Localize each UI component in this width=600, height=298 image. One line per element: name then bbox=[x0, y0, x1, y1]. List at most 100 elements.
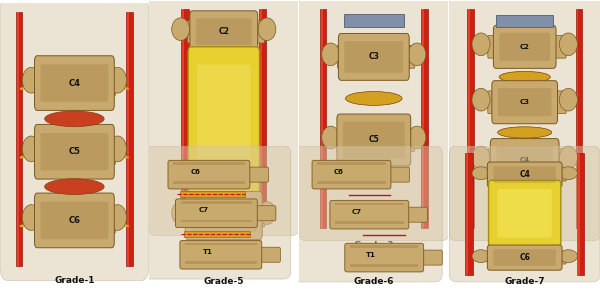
Ellipse shape bbox=[408, 43, 426, 66]
Ellipse shape bbox=[258, 202, 276, 224]
FancyBboxPatch shape bbox=[187, 204, 199, 227]
Bar bbox=[421, 9, 428, 228]
Ellipse shape bbox=[472, 167, 490, 180]
Text: C2: C2 bbox=[218, 27, 229, 36]
Bar bbox=[344, 14, 404, 27]
Bar bbox=[320, 9, 326, 228]
FancyBboxPatch shape bbox=[0, 0, 149, 280]
FancyBboxPatch shape bbox=[245, 167, 268, 182]
Text: T1: T1 bbox=[203, 249, 213, 255]
FancyBboxPatch shape bbox=[449, 146, 600, 282]
FancyBboxPatch shape bbox=[488, 180, 561, 246]
Text: C5: C5 bbox=[368, 136, 379, 145]
FancyBboxPatch shape bbox=[175, 199, 257, 228]
Bar bbox=[468, 9, 470, 228]
Text: C2: C2 bbox=[520, 44, 530, 50]
Bar bbox=[180, 191, 245, 197]
Ellipse shape bbox=[258, 18, 276, 41]
Ellipse shape bbox=[322, 126, 340, 149]
FancyBboxPatch shape bbox=[103, 70, 115, 96]
Bar bbox=[173, 181, 245, 184]
FancyBboxPatch shape bbox=[488, 149, 500, 171]
Bar bbox=[181, 9, 189, 223]
FancyBboxPatch shape bbox=[488, 168, 500, 181]
FancyBboxPatch shape bbox=[554, 35, 566, 58]
Text: C4: C4 bbox=[519, 170, 530, 179]
Bar bbox=[577, 153, 584, 275]
Ellipse shape bbox=[559, 33, 577, 56]
Bar bbox=[577, 9, 578, 228]
Ellipse shape bbox=[44, 111, 104, 127]
Text: Grade-3: Grade-3 bbox=[353, 241, 394, 250]
FancyBboxPatch shape bbox=[188, 47, 260, 198]
FancyBboxPatch shape bbox=[191, 199, 256, 232]
Text: C4: C4 bbox=[520, 157, 530, 163]
FancyBboxPatch shape bbox=[290, 146, 442, 282]
FancyBboxPatch shape bbox=[185, 192, 262, 240]
Text: T1: T1 bbox=[367, 252, 376, 258]
Bar bbox=[260, 9, 262, 223]
FancyBboxPatch shape bbox=[38, 70, 50, 96]
FancyBboxPatch shape bbox=[148, 0, 299, 236]
Bar bbox=[173, 162, 245, 165]
FancyBboxPatch shape bbox=[554, 168, 566, 181]
Bar bbox=[259, 9, 266, 223]
FancyBboxPatch shape bbox=[190, 11, 258, 53]
Text: C5: C5 bbox=[218, 211, 229, 220]
Bar bbox=[350, 246, 418, 248]
FancyBboxPatch shape bbox=[344, 41, 403, 73]
Bar bbox=[185, 261, 257, 264]
Bar bbox=[317, 162, 386, 165]
FancyBboxPatch shape bbox=[404, 207, 427, 222]
Text: C6: C6 bbox=[519, 253, 530, 262]
FancyBboxPatch shape bbox=[488, 91, 500, 114]
Bar bbox=[496, 15, 553, 27]
Bar bbox=[317, 181, 386, 184]
FancyBboxPatch shape bbox=[448, 0, 600, 241]
FancyBboxPatch shape bbox=[497, 189, 552, 238]
Ellipse shape bbox=[109, 136, 127, 162]
FancyBboxPatch shape bbox=[38, 139, 50, 164]
Ellipse shape bbox=[559, 250, 577, 263]
FancyBboxPatch shape bbox=[345, 243, 424, 272]
Ellipse shape bbox=[22, 136, 40, 162]
FancyBboxPatch shape bbox=[337, 46, 349, 68]
FancyBboxPatch shape bbox=[554, 251, 566, 264]
Text: C4: C4 bbox=[68, 79, 80, 88]
FancyBboxPatch shape bbox=[487, 162, 562, 187]
Text: Grade-7: Grade-7 bbox=[505, 277, 545, 286]
Ellipse shape bbox=[172, 18, 190, 41]
Text: C3: C3 bbox=[368, 52, 379, 61]
FancyBboxPatch shape bbox=[554, 91, 566, 114]
Ellipse shape bbox=[109, 205, 127, 230]
FancyBboxPatch shape bbox=[252, 206, 276, 221]
FancyBboxPatch shape bbox=[298, 0, 449, 241]
FancyBboxPatch shape bbox=[312, 160, 391, 189]
Bar bbox=[467, 9, 473, 228]
FancyBboxPatch shape bbox=[338, 33, 409, 80]
Bar bbox=[466, 153, 468, 275]
Text: C7: C7 bbox=[199, 207, 209, 213]
Ellipse shape bbox=[346, 91, 402, 105]
Bar bbox=[321, 9, 323, 228]
Bar bbox=[127, 12, 133, 266]
FancyBboxPatch shape bbox=[493, 249, 556, 266]
Bar bbox=[350, 264, 418, 267]
FancyBboxPatch shape bbox=[403, 129, 415, 151]
Ellipse shape bbox=[559, 146, 577, 169]
FancyBboxPatch shape bbox=[490, 139, 559, 182]
Bar bbox=[335, 221, 404, 224]
FancyBboxPatch shape bbox=[337, 129, 349, 151]
FancyBboxPatch shape bbox=[499, 33, 550, 61]
FancyBboxPatch shape bbox=[493, 25, 556, 68]
FancyBboxPatch shape bbox=[488, 251, 500, 264]
Ellipse shape bbox=[472, 89, 490, 111]
Bar bbox=[422, 9, 424, 228]
Ellipse shape bbox=[497, 127, 552, 138]
FancyBboxPatch shape bbox=[40, 64, 109, 102]
FancyBboxPatch shape bbox=[38, 207, 50, 233]
Bar bbox=[335, 203, 404, 205]
Ellipse shape bbox=[109, 67, 127, 93]
FancyBboxPatch shape bbox=[498, 88, 551, 116]
Ellipse shape bbox=[472, 33, 490, 56]
